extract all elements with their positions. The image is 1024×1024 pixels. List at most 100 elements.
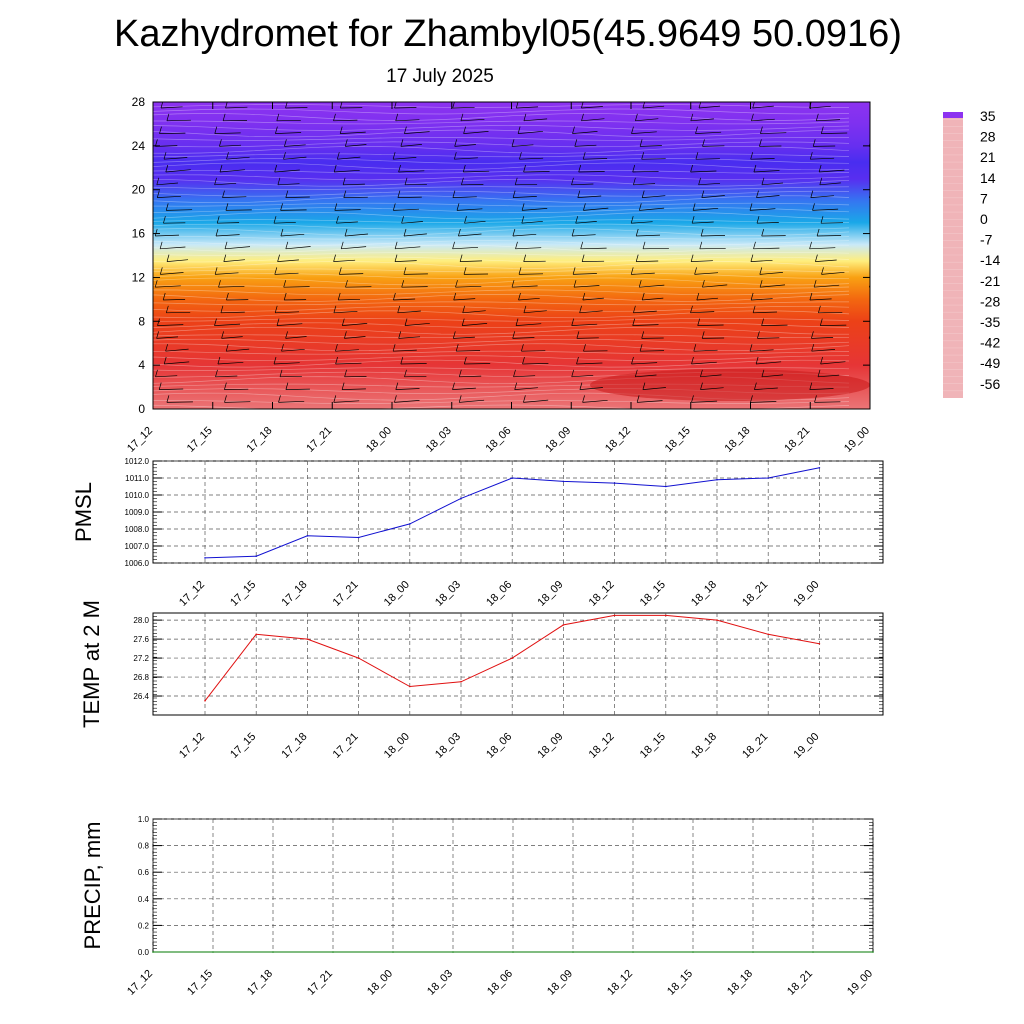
- wind-barb-flag: [870, 383, 872, 390]
- wind-barb-flag: [641, 292, 645, 301]
- wind-barb: [751, 298, 773, 301]
- wind-barb-flag: [462, 164, 466, 173]
- wind-barb: [221, 336, 243, 339]
- wind-barb: [401, 221, 423, 224]
- wind-barb: [575, 221, 597, 224]
- data-point: [818, 643, 821, 645]
- contour-line: [153, 223, 850, 230]
- wind-barb: [756, 361, 782, 365]
- wind-barb-flag: [163, 216, 166, 224]
- contour-line: [153, 285, 850, 289]
- wind-barb-flag: [341, 318, 345, 326]
- wind-barb: [869, 337, 870, 339]
- wind-barb: [460, 118, 485, 122]
- wind-barb-flag: [517, 126, 521, 134]
- contour-line: [153, 174, 850, 181]
- wind-barb: [812, 208, 839, 211]
- wind-barb: [809, 105, 831, 109]
- wind-barb-flag: [518, 292, 521, 301]
- wind-barb: [814, 284, 840, 288]
- wind-barb-flag: [398, 164, 401, 173]
- wind-barb-flag: [702, 139, 705, 147]
- wind-barb-flag: [225, 203, 229, 211]
- wind-barb: [699, 247, 726, 250]
- x-tick-label: 17_18: [279, 579, 309, 609]
- wind-barb: [522, 363, 549, 365]
- wind-barb-flag: [579, 305, 582, 313]
- x-tick-label: 17_12: [177, 731, 207, 761]
- x-tick-label: 18_03: [433, 731, 463, 761]
- wind-barb: [760, 284, 786, 288]
- y-tick-label: 28.0: [133, 616, 149, 625]
- wind-barb-flag: [452, 382, 455, 390]
- wind-barb: [393, 208, 420, 211]
- wind-barb-flag: [154, 228, 158, 237]
- wind-barb: [224, 246, 251, 250]
- wind-barb-flag: [456, 203, 460, 211]
- wind-barbs: [154, 102, 906, 403]
- wind-barb: [394, 400, 420, 403]
- wind-barb-flag: [333, 113, 336, 121]
- colorbar-label: -35: [980, 314, 1000, 330]
- x-tick-label: 18_18: [725, 968, 755, 998]
- wind-barb-flag: [755, 356, 759, 365]
- wind-barb-flag: [512, 228, 516, 237]
- contour-line: [153, 146, 850, 154]
- x-tick-label: 18_00: [382, 579, 412, 609]
- wind-barb-flag: [881, 306, 883, 313]
- wind-barb-flag: [691, 216, 695, 224]
- wind-barb-flag: [217, 356, 221, 365]
- wind-barb: [877, 349, 900, 351]
- wind-barb: [336, 221, 358, 224]
- wind-barb-flag: [393, 292, 396, 301]
- wind-barb-flag: [342, 177, 346, 185]
- x-tick-label: 18_18: [689, 731, 719, 761]
- wind-barb: [691, 400, 718, 403]
- wind-barb-flag: [333, 164, 337, 173]
- wind-barb: [761, 374, 784, 378]
- x-tick-label: 17_15: [185, 968, 215, 998]
- wind-barb: [395, 119, 420, 122]
- x-tick-label: 18_03: [425, 968, 455, 998]
- wind-barb-flag: [279, 369, 283, 377]
- wind-barb: [571, 183, 594, 186]
- y-tick-label: 27.2: [133, 654, 149, 663]
- wind-barb-flag: [875, 319, 877, 326]
- wind-barb-flag: [751, 113, 754, 121]
- wind-barb-flag: [453, 292, 457, 301]
- x-tick-label: 18_18: [723, 425, 753, 455]
- wind-barb: [159, 132, 186, 134]
- y-tick-label: 4: [138, 358, 145, 372]
- wind-barb-flag: [336, 152, 340, 160]
- wind-barb-flag: [633, 177, 636, 185]
- x-tick-label: 17_21: [331, 731, 361, 761]
- wind-barb-flag: [158, 382, 162, 390]
- wind-barb: [285, 246, 311, 250]
- contour-line: [153, 153, 850, 158]
- wind-barb-flag: [880, 255, 882, 262]
- wind-barb-flag: [571, 228, 575, 237]
- contour-line: [153, 141, 850, 148]
- wind-barb: [459, 399, 485, 403]
- wind-barb-flag: [691, 395, 694, 403]
- data-point: [716, 478, 718, 481]
- wind-barb-flag: [880, 114, 882, 121]
- wind-barb: [881, 170, 906, 172]
- contour-line: [153, 178, 850, 187]
- wind-barb-flag: [338, 267, 342, 275]
- wind-barb: [875, 158, 899, 159]
- wind-barb: [819, 169, 845, 173]
- wind-barb: [871, 235, 895, 236]
- wind-barb-flag: [513, 369, 516, 377]
- wind-barb: [166, 401, 193, 403]
- wind-barb-flag: [582, 395, 585, 403]
- wind-barb: [871, 247, 896, 249]
- wind-barb: [880, 362, 905, 364]
- wind-barb: [693, 349, 718, 352]
- data-point: [204, 557, 206, 559]
- wind-barb-flag: [632, 164, 636, 173]
- wind-barb-flag: [281, 344, 284, 352]
- colorbar-label: 7: [980, 190, 988, 206]
- wind-barb-flag: [576, 356, 579, 365]
- x-tick-label: 17_21: [331, 579, 361, 609]
